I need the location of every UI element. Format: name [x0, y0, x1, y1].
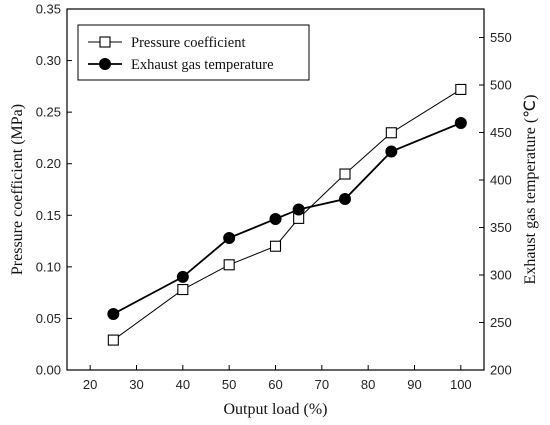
series-line	[112, 122, 462, 315]
data-point	[223, 259, 235, 271]
y-right-tick-label: 350	[490, 220, 512, 235]
y-right-tick-label: 500	[490, 78, 512, 93]
x-tick-label: 40	[176, 377, 190, 392]
x-tick-label: 50	[222, 377, 236, 392]
y-left-tick-label: 0.15	[36, 208, 61, 223]
legend-label: Pressure coefficient	[131, 35, 245, 51]
data-point	[454, 117, 467, 129]
y-right-tick-label: 400	[490, 173, 512, 188]
y-right-tick-label: 450	[490, 125, 512, 140]
x-tick-label: 90	[407, 377, 421, 392]
legend-items: Pressure coefficient Exhaust gas temperat…	[88, 35, 274, 73]
legend-label: Exhaust gas temperature	[131, 57, 274, 73]
y-left-tick-label: 0.30	[36, 53, 61, 68]
x-tick-label: 100	[450, 377, 472, 392]
y-axis-title-left: Pressure coefficient (MPa)	[9, 104, 26, 275]
y-left-tick-label: 0.10	[36, 259, 61, 274]
data-point	[385, 145, 398, 158]
y-right-tick-label: 300	[490, 268, 512, 283]
data-point	[223, 231, 236, 244]
data-point	[177, 283, 189, 296]
data-point	[455, 83, 467, 96]
data-point	[385, 127, 397, 139]
data-point	[269, 240, 282, 252]
series-1	[107, 83, 467, 346]
legend-marker	[99, 58, 111, 70]
y-right-tick-label: 550	[490, 30, 512, 45]
y-right-tick-label: 250	[490, 315, 512, 330]
x-tick-label: 60	[268, 377, 282, 392]
data-point	[292, 203, 305, 216]
y-left-tick-label: 0.35	[36, 2, 61, 17]
y-axis-title-right: Exhaust gas temperature (℃)	[522, 95, 539, 285]
x-tick-label: 80	[361, 377, 375, 392]
data-point	[339, 193, 351, 205]
legend-box	[77, 24, 310, 81]
data-point	[269, 212, 282, 225]
y-left-tick-label: 0.20	[36, 156, 61, 171]
series-2	[107, 117, 467, 320]
legend-marker	[99, 36, 111, 48]
y-left-tick-label: 0.25	[36, 105, 61, 120]
x-tick-label: 70	[315, 377, 329, 392]
legend-entry: Pressure coefficient	[88, 35, 245, 51]
y-left-tick-label: 0.00	[36, 363, 61, 378]
data-point	[107, 334, 119, 346]
legend: Pressure coefficient Exhaust gas temperat…	[77, 24, 310, 81]
y-left-tick-label: 0.05	[36, 311, 61, 326]
ticks-layer: 20 30 40 50 60 70 80 90 100 0.00 0.05 0.10 0.15 0.20 0…	[36, 2, 512, 393]
x-axis-title: Output load (%)	[224, 401, 328, 418]
x-tick-label: 30	[129, 377, 143, 392]
x-tick-label: 20	[83, 377, 97, 392]
data-point	[176, 270, 189, 283]
series-layer	[107, 83, 467, 346]
data-point	[339, 168, 351, 180]
data-point	[107, 307, 120, 320]
series-line	[113, 89, 462, 341]
legend-entry: Exhaust gas temperature	[88, 57, 274, 73]
y-right-tick-label: 200	[490, 363, 512, 378]
